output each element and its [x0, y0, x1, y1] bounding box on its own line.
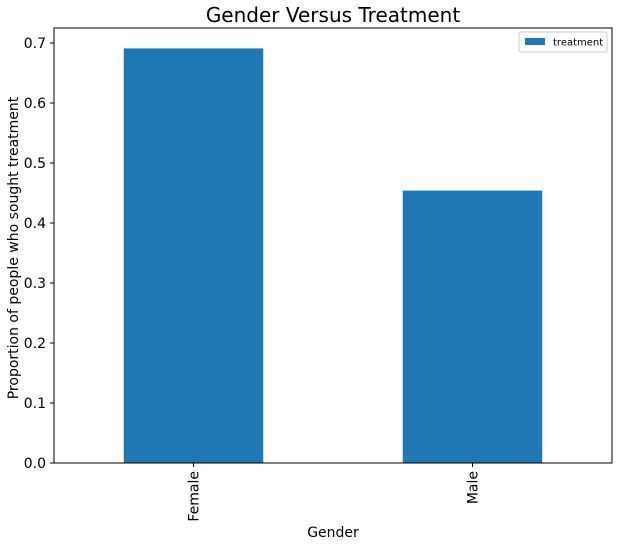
- y-tick-label: 0.5: [24, 156, 46, 172]
- y-tick-label: 0.7: [24, 36, 46, 52]
- legend-box: [518, 31, 608, 53]
- y-axis-label: Proportion of people who sought treatmen…: [6, 96, 22, 399]
- y-tick-label: 0.4: [24, 216, 46, 232]
- y-tick-label: 0.6: [24, 96, 46, 112]
- chart-title: Gender Versus Treatment: [206, 3, 461, 27]
- legend-label: treatment: [553, 38, 603, 49]
- y-tick-label: 0.1: [24, 396, 46, 412]
- x-tick-label-male: Male: [466, 471, 482, 504]
- x-tick-label-female: Female: [187, 471, 203, 522]
- bar-female: [123, 48, 264, 464]
- y-tick-label: 0.2: [24, 336, 46, 352]
- bar-male: [402, 190, 543, 463]
- plot-area: Female Male 0.0 0.1 0.2 0.3 0.4 0.5 0.6 0.7: [24, 27, 613, 522]
- legend-swatch: [525, 38, 545, 45]
- plot-frame: [53, 27, 613, 464]
- y-tick-label: 0.3: [24, 276, 46, 292]
- y-tick-label: 0.0: [24, 456, 46, 472]
- legend: treatment: [518, 31, 608, 53]
- x-axis-label: Gender: [307, 525, 359, 541]
